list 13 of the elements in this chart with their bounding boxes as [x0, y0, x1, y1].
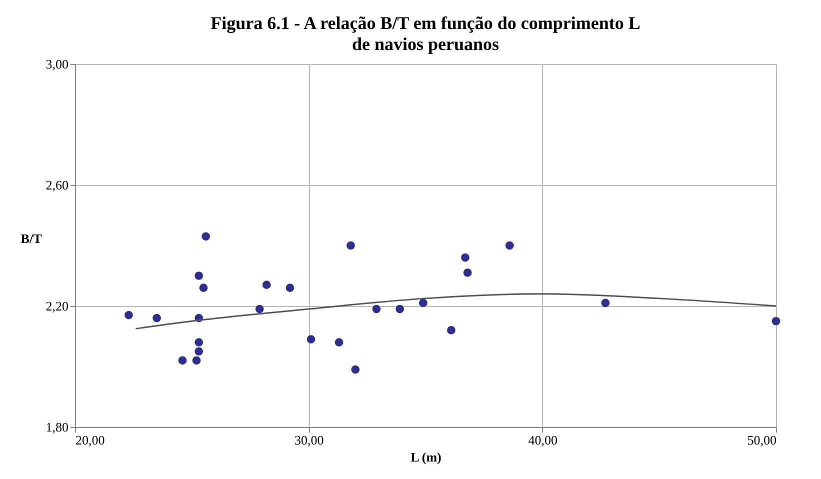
y-tick-label: 1,80	[46, 420, 68, 434]
x-tick-label: 50,00	[747, 432, 776, 448]
chart-title: Figura 6.1 - A relação B/T em função do comprimento L	[210, 13, 640, 33]
y-tick-label: 2,20	[46, 298, 68, 314]
x-tick-label: 20,00	[76, 432, 105, 448]
x-tick-label: 40,00	[528, 432, 558, 448]
x-axis-title: L (m)	[410, 450, 442, 464]
chart-subtitle: de navios peruanos	[352, 34, 500, 54]
line-series	[135, 293, 777, 330]
y-axis-title: B/T	[20, 231, 42, 246]
x-tick-label: 30,00	[294, 432, 324, 448]
y-tick-label: 3,00	[46, 56, 68, 72]
y-tick-label: 2,60	[46, 178, 68, 192]
